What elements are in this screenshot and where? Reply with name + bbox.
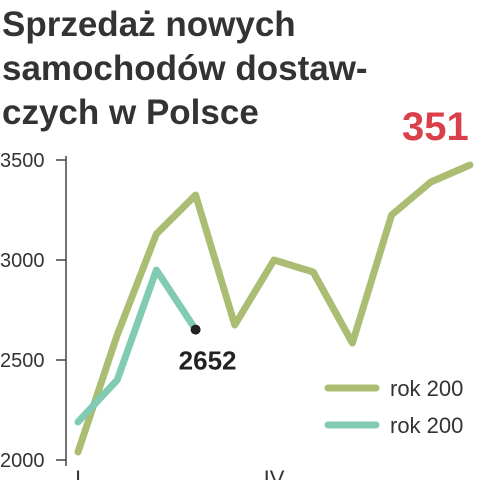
line <box>74 266 200 426</box>
y-tick-label: 2500 <box>0 350 45 372</box>
x-tick-label: I <box>75 466 81 480</box>
chart-title: samochodów dostaw- <box>2 49 368 88</box>
legend-label: rok 200 <box>390 376 463 401</box>
chart-title: Sprzedaż nowych <box>2 5 296 44</box>
y-tick-label: 3500 <box>0 150 45 172</box>
point <box>190 324 201 335</box>
y-tick-label: 2000 <box>0 450 45 472</box>
legend-label: rok 200 <box>390 413 463 438</box>
annotation: 351 <box>402 105 469 149</box>
data-label: 2652 <box>179 346 237 376</box>
y-tick-label: 3000 <box>0 250 45 272</box>
chart-title: czych w Polsce <box>2 93 259 132</box>
line <box>74 161 474 456</box>
x-tick-label: IV <box>264 466 285 480</box>
